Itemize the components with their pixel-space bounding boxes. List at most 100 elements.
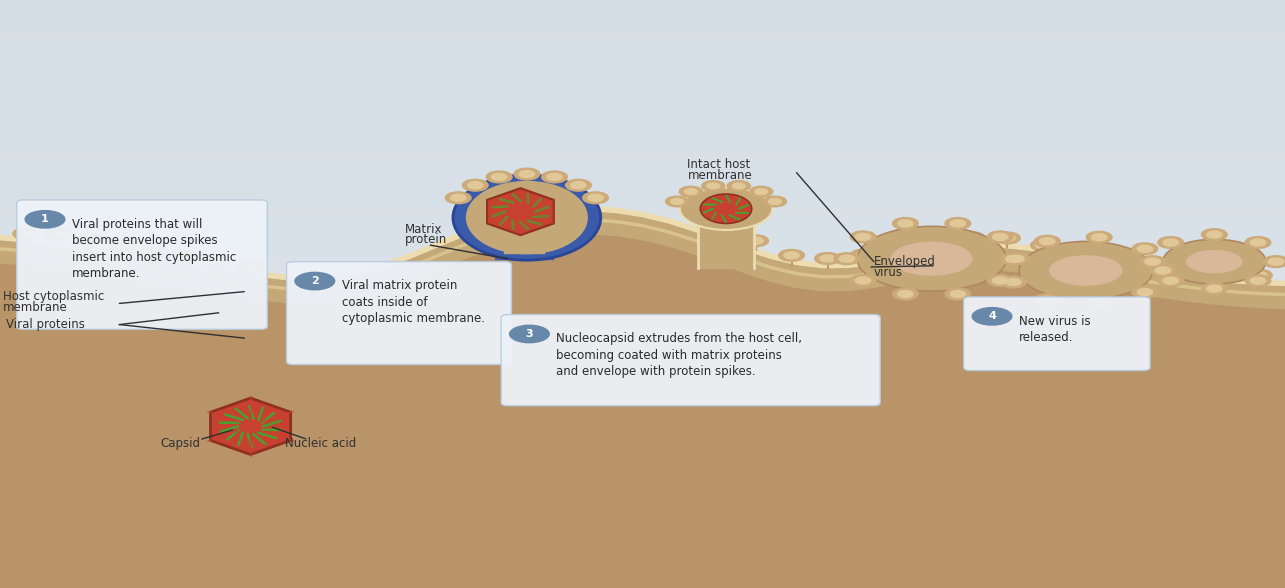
- Circle shape: [856, 277, 871, 284]
- Circle shape: [50, 230, 66, 237]
- Circle shape: [1158, 236, 1183, 248]
- Bar: [0, 69, 1285, 78]
- Circle shape: [768, 199, 781, 205]
- Circle shape: [13, 228, 39, 239]
- Circle shape: [514, 168, 540, 180]
- Bar: [0, 372, 1285, 382]
- Circle shape: [582, 192, 608, 203]
- Text: protein: protein: [405, 233, 447, 246]
- Bar: [0, 255, 1285, 265]
- Ellipse shape: [700, 194, 752, 223]
- Bar: [0, 460, 1285, 470]
- Bar: [0, 323, 1285, 333]
- Circle shape: [468, 182, 483, 189]
- Circle shape: [1091, 300, 1106, 308]
- Circle shape: [82, 235, 98, 242]
- Circle shape: [173, 252, 199, 263]
- Circle shape: [1040, 296, 1055, 303]
- Circle shape: [1245, 275, 1271, 287]
- Circle shape: [702, 181, 725, 191]
- Text: Nucleic acid: Nucleic acid: [285, 437, 356, 450]
- Bar: [0, 0, 1285, 10]
- Circle shape: [1034, 294, 1060, 306]
- Circle shape: [992, 277, 1007, 284]
- Bar: [0, 569, 1285, 578]
- Circle shape: [1108, 252, 1123, 259]
- Bar: [0, 363, 1285, 372]
- Circle shape: [851, 249, 876, 261]
- Circle shape: [1250, 239, 1266, 246]
- Bar: [0, 108, 1285, 118]
- Circle shape: [446, 192, 472, 203]
- Circle shape: [754, 189, 767, 195]
- Text: Host cytoplasmic: Host cytoplasmic: [3, 290, 104, 303]
- Ellipse shape: [466, 181, 589, 254]
- Circle shape: [928, 240, 943, 248]
- Bar: [0, 470, 1285, 480]
- Circle shape: [707, 183, 720, 189]
- Bar: [0, 422, 1285, 431]
- Circle shape: [1207, 285, 1222, 292]
- Circle shape: [748, 237, 763, 244]
- Circle shape: [1091, 233, 1106, 240]
- Bar: [0, 510, 1285, 519]
- Circle shape: [1246, 269, 1272, 281]
- Text: Capsid: Capsid: [161, 437, 200, 450]
- Text: New virus is
released.: New virus is released.: [1019, 315, 1091, 344]
- Bar: [0, 10, 1285, 19]
- Circle shape: [851, 231, 876, 243]
- Circle shape: [1216, 270, 1231, 277]
- Circle shape: [707, 225, 732, 237]
- Text: 2: 2: [311, 276, 319, 286]
- Circle shape: [486, 171, 511, 183]
- Circle shape: [1163, 239, 1178, 246]
- Ellipse shape: [857, 226, 1006, 291]
- Bar: [0, 157, 1285, 166]
- Circle shape: [1086, 231, 1112, 243]
- Circle shape: [1139, 259, 1164, 270]
- Circle shape: [294, 272, 335, 290]
- Bar: [0, 78, 1285, 88]
- Bar: [0, 29, 1285, 39]
- Bar: [0, 39, 1285, 49]
- Circle shape: [509, 325, 550, 343]
- Circle shape: [1000, 235, 1015, 242]
- Circle shape: [1155, 267, 1171, 274]
- Bar: [0, 304, 1285, 313]
- Circle shape: [732, 183, 745, 189]
- Circle shape: [1250, 278, 1266, 285]
- Bar: [0, 559, 1285, 569]
- Circle shape: [571, 182, 586, 189]
- Circle shape: [1036, 242, 1051, 249]
- Circle shape: [1006, 255, 1022, 262]
- Circle shape: [1140, 256, 1165, 268]
- Circle shape: [206, 257, 231, 269]
- Bar: [0, 529, 1285, 539]
- Bar: [0, 392, 1285, 402]
- Bar: [0, 19, 1285, 29]
- Text: 1: 1: [41, 214, 49, 225]
- Circle shape: [749, 186, 772, 197]
- Circle shape: [1132, 243, 1158, 255]
- Circle shape: [851, 275, 876, 286]
- Text: Intact host: Intact host: [687, 158, 750, 171]
- Circle shape: [77, 233, 103, 245]
- Circle shape: [1245, 236, 1271, 248]
- Ellipse shape: [1186, 250, 1243, 273]
- Bar: [0, 549, 1285, 559]
- Circle shape: [114, 242, 130, 249]
- Ellipse shape: [1049, 255, 1123, 286]
- Text: Enveloped: Enveloped: [874, 255, 935, 268]
- Bar: [0, 88, 1285, 98]
- Text: 3: 3: [526, 329, 533, 339]
- Circle shape: [944, 288, 970, 300]
- Bar: [0, 333, 1285, 343]
- Circle shape: [987, 231, 1013, 243]
- Circle shape: [24, 210, 66, 229]
- Circle shape: [727, 181, 750, 191]
- Circle shape: [1086, 298, 1112, 310]
- Text: Viral proteins: Viral proteins: [6, 318, 85, 331]
- Circle shape: [893, 218, 919, 229]
- Bar: [0, 539, 1285, 549]
- Circle shape: [1034, 235, 1060, 247]
